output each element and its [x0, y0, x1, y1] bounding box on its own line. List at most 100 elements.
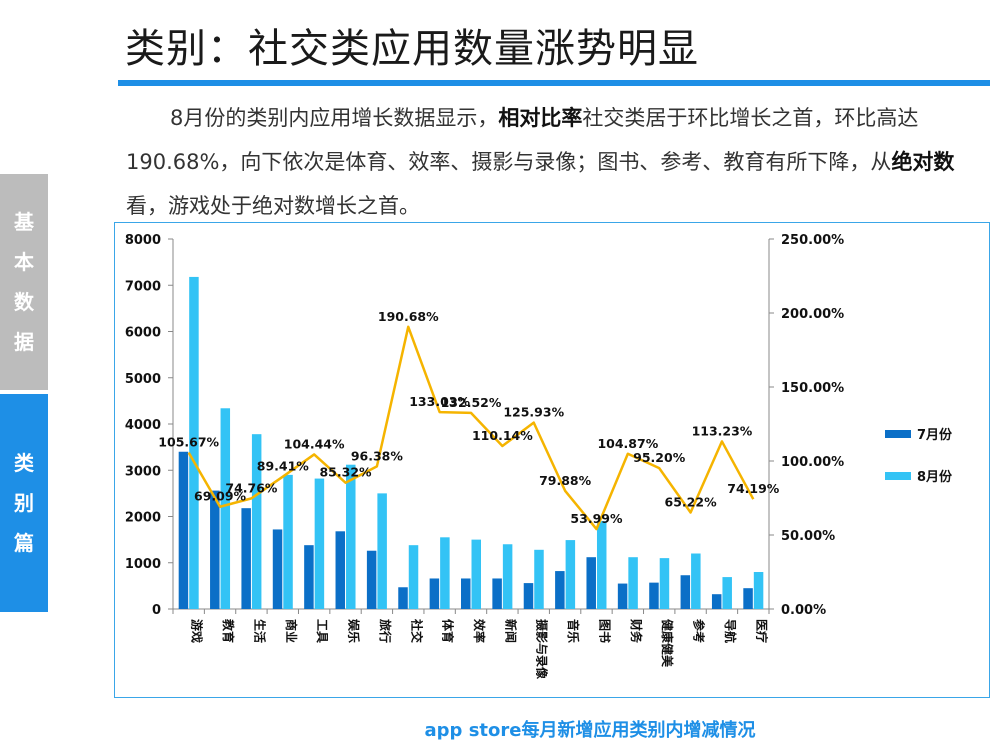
summary-bold-2: 绝对数	[891, 150, 955, 174]
left-tick-label: 1000	[125, 557, 161, 572]
category-label: 医疗	[754, 619, 769, 643]
bar-july	[743, 588, 753, 609]
left-tick-label: 3000	[125, 464, 161, 479]
bar-august	[534, 549, 544, 609]
bar-august	[189, 276, 199, 609]
ratio-data-label: 74.19%	[727, 481, 780, 496]
ratio-data-label: 96.38%	[351, 448, 404, 463]
left-tick-label: 7000	[125, 279, 161, 294]
category-label: 音乐	[566, 619, 581, 643]
bar-august	[659, 558, 670, 609]
category-label: 导航	[723, 619, 738, 643]
bar-august	[565, 540, 576, 609]
summary-paragraph: 8月份的类别内应用增长数据显示，相对比率社交类居于环比增长之首，环比高达190.…	[126, 96, 956, 228]
bar-august	[377, 493, 387, 609]
bar-august	[471, 539, 481, 609]
bar-july	[555, 571, 565, 609]
category-label: 摄影与录像	[535, 619, 550, 680]
ratio-data-label: 89.41%	[257, 459, 310, 474]
bar-july	[586, 557, 596, 609]
category-label: 财务	[629, 618, 644, 644]
category-label: 娱乐	[347, 619, 362, 643]
sidebar-tab-label: 类别篇	[14, 451, 34, 555]
ratio-data-label: 113.23%	[692, 423, 753, 438]
category-label: 商业	[284, 619, 299, 643]
left-tick-label: 5000	[125, 372, 161, 387]
category-label: 生活	[252, 619, 267, 643]
bar-july	[210, 490, 220, 609]
right-tick-label: 150.00%	[781, 381, 844, 396]
ratio-data-label: 79.88%	[539, 473, 592, 488]
right-tick-label: 0.00%	[781, 603, 826, 618]
ratio-data-label: 190.68%	[378, 309, 439, 324]
summary-text-3: 看，游戏处于绝对数增长之首。	[126, 194, 420, 218]
left-tick-label: 4000	[125, 418, 161, 433]
ratio-data-label: 69.09%	[194, 489, 247, 504]
category-label: 体育	[441, 619, 456, 643]
bar-july	[523, 583, 534, 609]
category-label: 社交	[409, 618, 424, 643]
legend-label: 8月份	[917, 469, 953, 485]
legend-label: 7月份	[917, 427, 953, 443]
summary-text-2: 社交类居于环比增长之首，环比高达190.68%，向下依次是体育、效率、摄影与录像…	[126, 106, 919, 174]
bar-august	[283, 474, 293, 609]
bar-july	[492, 578, 502, 609]
left-tick-label: 8000	[125, 233, 161, 248]
chart-caption: app store每月新增应用类别内增减情况	[424, 720, 756, 741]
ratio-data-label: 133.03%	[409, 394, 470, 409]
title-divider	[118, 80, 990, 86]
ratio-data-label: 104.87%	[597, 436, 658, 451]
ratio-data-label: 110.14%	[472, 428, 533, 443]
category-label: 健康健美	[660, 619, 675, 668]
category-label: 教育	[221, 618, 236, 643]
bar-july	[366, 550, 377, 609]
bar-july	[617, 583, 628, 609]
bar-july	[272, 529, 283, 609]
bar-august	[753, 572, 764, 609]
category-label: 参考	[692, 619, 707, 643]
category-label: 新闻	[503, 619, 518, 643]
left-tick-label: 0	[152, 603, 161, 618]
slide-title: 类别：社交类应用数量涨势明显	[125, 26, 699, 72]
bar-july	[649, 582, 659, 609]
summary-text-1: 8月份的类别内应用增长数据显示，	[170, 106, 499, 130]
category-label: 游戏	[190, 619, 205, 643]
bar-july	[461, 578, 471, 609]
bar-august	[251, 434, 262, 609]
bar-july	[429, 578, 440, 609]
legend-swatch-august	[885, 472, 911, 480]
category-label: 工具	[315, 619, 329, 643]
bar-august	[440, 537, 450, 609]
sidebar-tab-basic-data[interactable]: 基本数据	[0, 174, 48, 390]
bar-august	[722, 577, 732, 609]
right-tick-label: 50.00%	[781, 529, 835, 544]
bar-august	[628, 557, 638, 609]
ratio-line	[187, 325, 755, 531]
bar-july	[241, 508, 251, 609]
bar-july	[711, 594, 722, 609]
ratio-data-label: 74.76%	[225, 480, 278, 495]
category-label: 旅行	[378, 619, 393, 643]
sidebar-tab-label: 基本数据	[14, 210, 34, 354]
sidebar-tab-category[interactable]: 类别篇	[0, 394, 48, 612]
bar-july	[304, 545, 314, 609]
bar-august	[314, 478, 325, 609]
bar-july	[335, 531, 346, 609]
ratio-data-label: 132.52%	[441, 395, 502, 410]
bar-august	[346, 464, 356, 609]
category-label: 效率	[472, 619, 487, 643]
ratio-data-label: 125.93%	[503, 405, 564, 420]
category-growth-chart: 0 1000 2000 3000 4000 5000 6000 7000 8000 0.00% 50…	[125, 233, 953, 680]
bar-august	[408, 545, 419, 609]
bar-august	[220, 408, 231, 609]
legend-swatch-july	[885, 430, 911, 438]
bar-july	[680, 575, 691, 609]
right-tick-label: 100.00%	[781, 455, 844, 470]
right-tick-label: 200.00%	[781, 307, 844, 322]
right-tick-label: 250.00%	[781, 233, 844, 248]
bar-august	[596, 521, 607, 609]
chart-container: 0 1000 2000 3000 4000 5000 6000 7000 8000 0.00% 50…	[114, 222, 990, 698]
ratio-data-label: 85.32%	[319, 465, 372, 480]
bar-july	[178, 451, 189, 609]
ratio-data-label: 104.44%	[284, 436, 345, 451]
